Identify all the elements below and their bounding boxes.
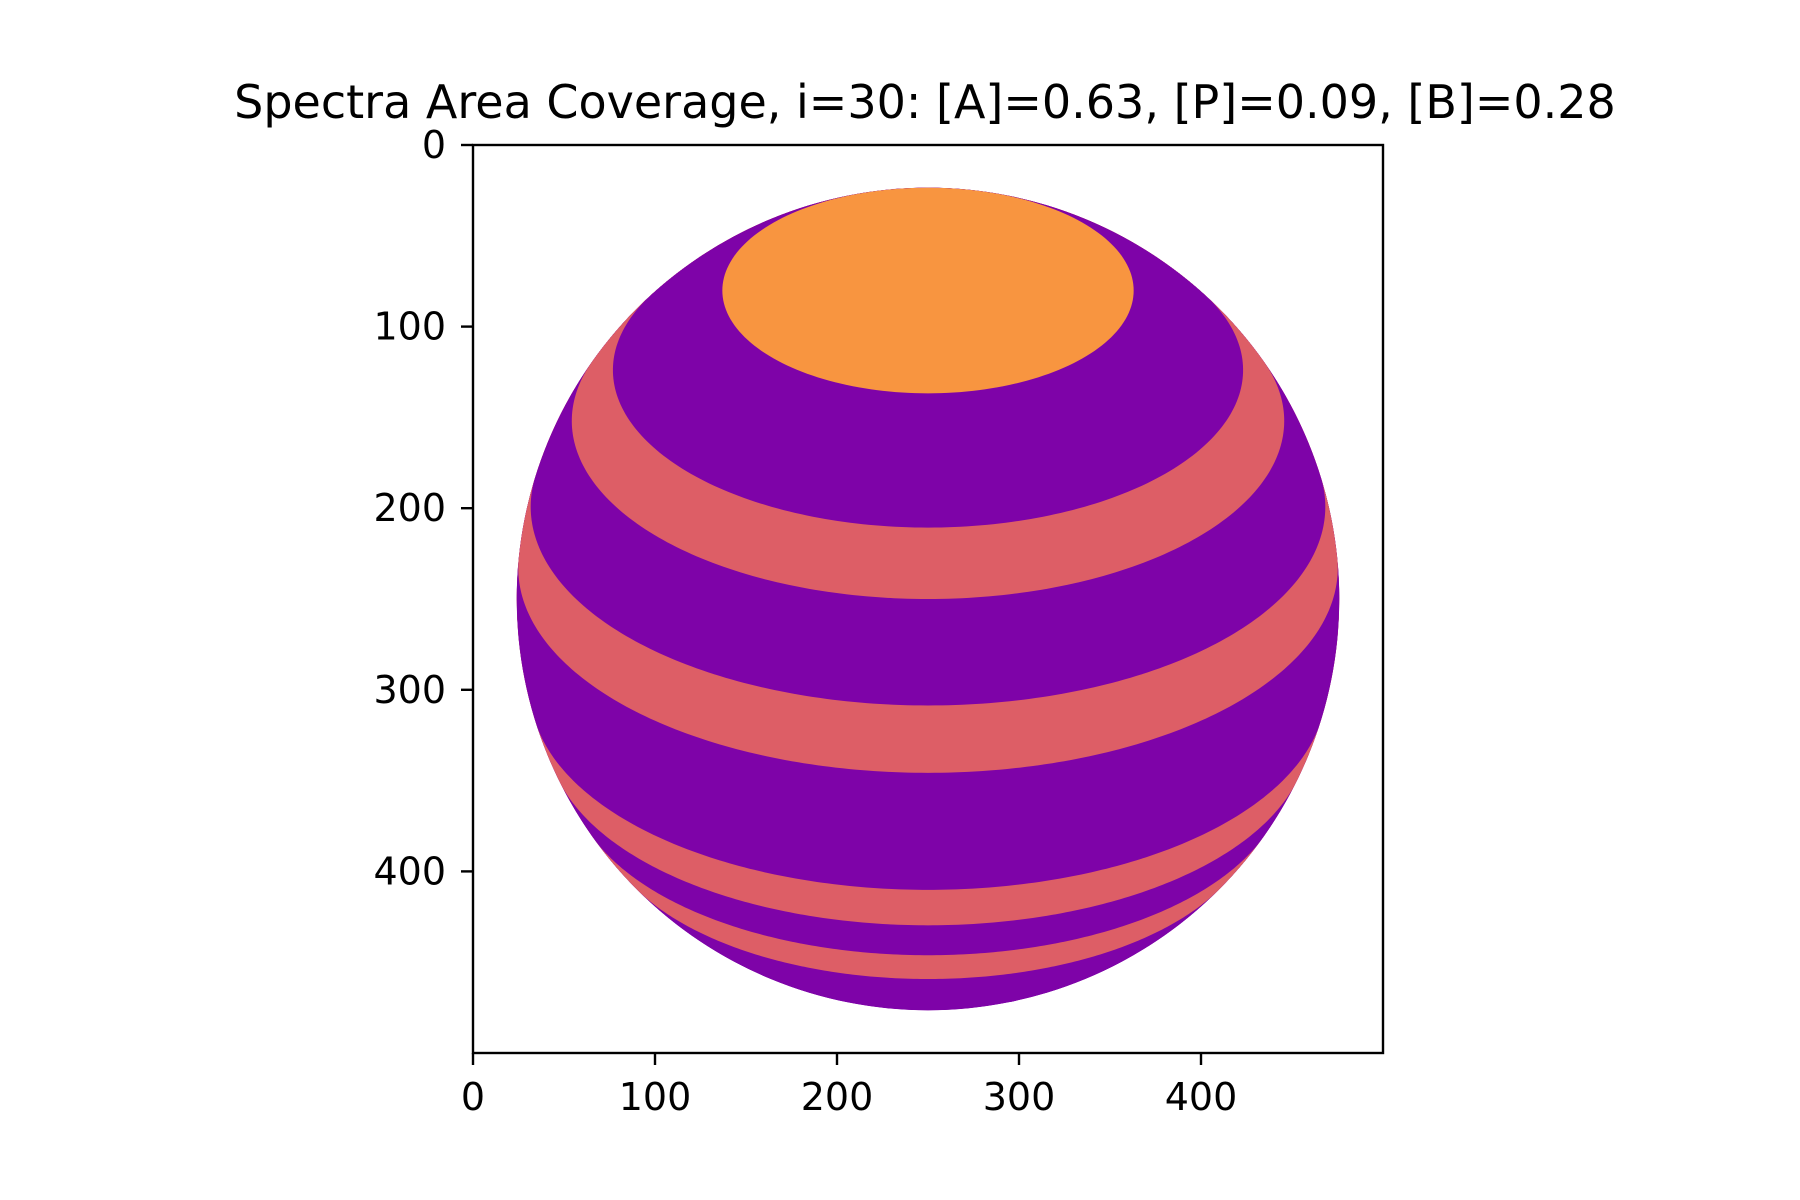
y-tick-label: 300 [373,668,446,712]
y-axis: 0 100 200 300 400 [373,123,473,893]
x-tick-label: 0 [461,1075,485,1119]
x-axis: 0 100 200 300 400 [461,1053,1237,1119]
plot-frame [471,143,1385,1055]
x-tick-label: 100 [619,1075,692,1119]
x-tick-label: 400 [1165,1075,1238,1119]
latitude-band-P [722,187,1134,394]
y-tick-label: 100 [373,305,446,349]
sphere-image [516,187,1340,1011]
y-tick-label: 200 [373,486,446,530]
y-tick-label: 400 [373,849,446,893]
x-tick-label: 200 [801,1075,874,1119]
y-tick-label: 0 [422,123,446,167]
chart-title: Spectra Area Coverage, i=30: [A]=0.63, [… [234,75,1616,129]
x-tick-label: 300 [983,1075,1056,1119]
